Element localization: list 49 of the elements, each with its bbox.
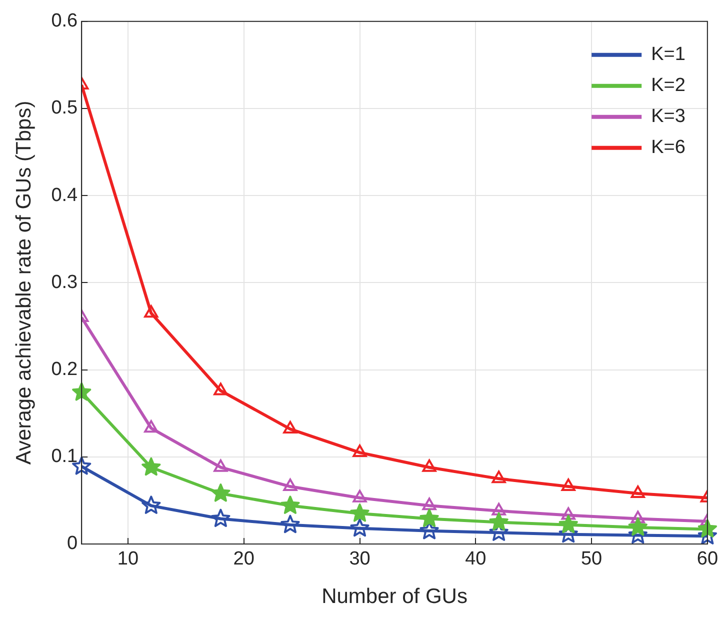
y-tick-label: 0 [67, 533, 78, 554]
point [350, 518, 370, 537]
x-axis-title: Number of GUs [322, 585, 468, 608]
point [489, 512, 508, 531]
point [211, 508, 230, 528]
point [698, 519, 717, 538]
point [352, 444, 367, 458]
point [422, 459, 436, 472]
point [142, 496, 161, 514]
point [72, 382, 92, 401]
point [352, 490, 367, 502]
x-tick-label: 20 [233, 548, 254, 570]
point [144, 420, 158, 433]
point [492, 502, 506, 516]
legend-label: K=3 [651, 106, 686, 128]
y-tick-label: 0.1 [51, 446, 78, 468]
x-tick-label: 40 [465, 548, 486, 570]
point [558, 514, 578, 534]
point [630, 510, 645, 524]
point [214, 382, 228, 396]
y-tick-label: 0.3 [51, 272, 78, 293]
point [628, 517, 648, 536]
point [280, 514, 300, 534]
y-axis-title: Average achievable rate of GUs (Tbps) [12, 100, 36, 465]
y-tick-label: 0.5 [51, 98, 78, 119]
x-tick-label: 10 [117, 548, 139, 570]
legend-label: K=1 [651, 44, 686, 66]
point [422, 498, 436, 510]
point [630, 485, 645, 498]
y-tick-label: 0.4 [51, 184, 78, 206]
point [492, 470, 506, 484]
point [420, 508, 439, 528]
point [350, 504, 370, 522]
point [211, 483, 230, 502]
point [142, 457, 161, 476]
legend-label: K=2 [651, 75, 686, 96]
point [214, 459, 228, 472]
point [280, 496, 300, 514]
y-tick-label: 0.6 [51, 10, 78, 32]
x-tick-label: 30 [349, 548, 370, 570]
point [561, 478, 576, 492]
point [561, 507, 576, 520]
x-tick-label: 60 [696, 548, 718, 570]
point [144, 305, 158, 318]
x-tick-label: 50 [580, 548, 602, 570]
point [283, 478, 298, 492]
y-tick-label: 0.2 [51, 359, 78, 380]
legend-label: K=6 [651, 137, 686, 158]
point [283, 421, 298, 434]
